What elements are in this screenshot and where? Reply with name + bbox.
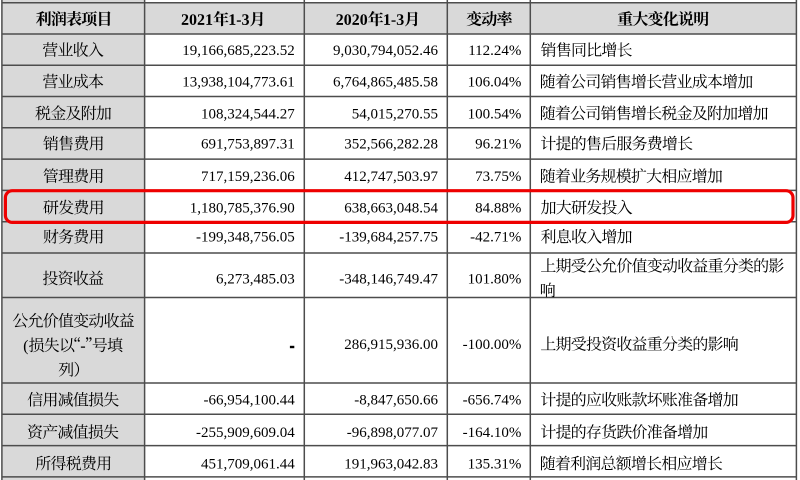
svg-text:-8,847,650.66: -8,847,650.66 bbox=[354, 393, 438, 409]
svg-text:6,273,485.03: 6,273,485.03 bbox=[216, 271, 295, 287]
svg-text:-164.10%: -164.10% bbox=[463, 425, 522, 441]
svg-text:717,159,236.06: 717,159,236.06 bbox=[201, 169, 295, 185]
svg-text:286,915,936.00: 286,915,936.00 bbox=[344, 337, 438, 353]
svg-text:96.21%: 96.21% bbox=[475, 137, 521, 153]
svg-text:84.88%: 84.88% bbox=[475, 201, 521, 217]
svg-text:191,963,042.83: 191,963,042.83 bbox=[344, 457, 438, 473]
svg-text:-42.71%: -42.71% bbox=[470, 230, 521, 246]
svg-text:106.04%: 106.04% bbox=[468, 75, 522, 91]
svg-text:-348,146,749.47: -348,146,749.47 bbox=[339, 271, 438, 287]
svg-text:19,166,685,223.52: 19,166,685,223.52 bbox=[182, 43, 295, 59]
svg-text:112.24%: 112.24% bbox=[468, 43, 521, 59]
svg-text:-96,898,077.07: -96,898,077.07 bbox=[347, 425, 439, 441]
svg-text:9,030,794,052.46: 9,030,794,052.46 bbox=[333, 43, 439, 59]
svg-text:6,764,865,485.58: 6,764,865,485.58 bbox=[333, 75, 438, 91]
svg-text:73.75%: 73.75% bbox=[475, 169, 521, 185]
svg-text:1,180,785,376.90: 1,180,785,376.90 bbox=[190, 201, 295, 217]
svg-text:352,566,282.28: 352,566,282.28 bbox=[344, 137, 438, 153]
svg-text:13,938,104,773.61: 13,938,104,773.61 bbox=[182, 75, 295, 91]
svg-text:135.31%: 135.31% bbox=[468, 457, 522, 473]
svg-text:108,324,544.27: 108,324,544.27 bbox=[201, 106, 295, 122]
svg-text:-66,954,100.44: -66,954,100.44 bbox=[204, 393, 296, 409]
svg-text:-100.00%: -100.00% bbox=[463, 337, 522, 353]
svg-text:412,747,503.97: 412,747,503.97 bbox=[344, 169, 438, 185]
svg-text:638,663,048.54: 638,663,048.54 bbox=[344, 201, 438, 217]
svg-text:691,753,897.31: 691,753,897.31 bbox=[201, 137, 295, 153]
svg-text:54,015,270.55: 54,015,270.55 bbox=[352, 106, 438, 122]
svg-text:100.54%: 100.54% bbox=[468, 106, 522, 122]
svg-text:-199,348,756.05: -199,348,756.05 bbox=[196, 230, 295, 246]
svg-text:-255,909,609.04: -255,909,609.04 bbox=[196, 425, 295, 441]
svg-text:451,709,061.44: 451,709,061.44 bbox=[201, 457, 295, 473]
svg-text:-139,684,257.75: -139,684,257.75 bbox=[339, 230, 438, 246]
svg-text:101.80%: 101.80% bbox=[468, 271, 522, 287]
svg-text:-656.74%: -656.74% bbox=[463, 393, 522, 409]
